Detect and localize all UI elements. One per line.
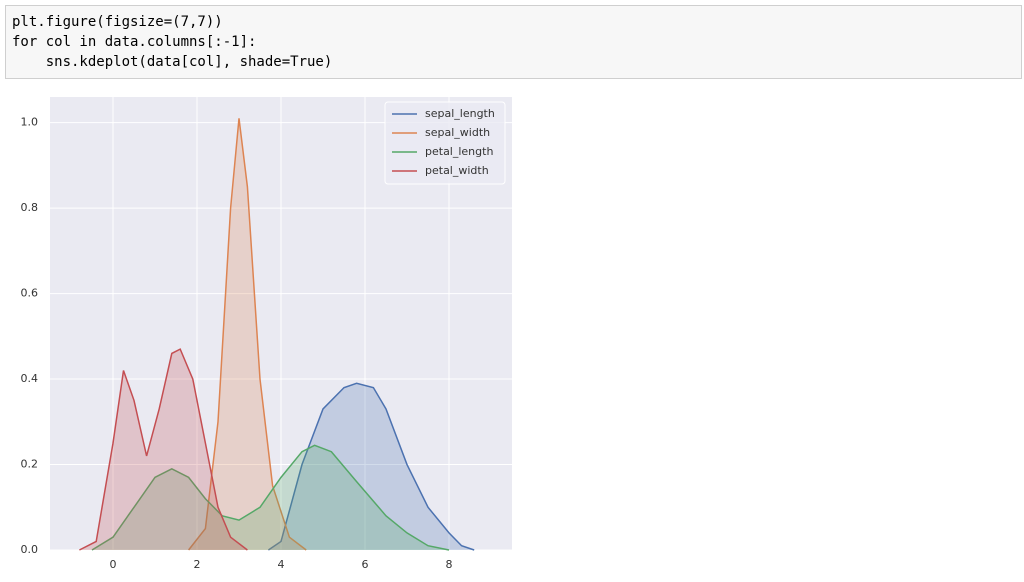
code-cell[interactable]: plt.figure(figsize=(7,7)) for col in dat…	[5, 5, 1022, 79]
kde-line	[91, 444, 450, 551]
kde-line	[267, 382, 475, 551]
x-tick-label: 2	[194, 558, 201, 571]
kde-area	[79, 349, 248, 550]
legend-box	[384, 101, 506, 185]
legend-label: sepal_width	[425, 126, 490, 139]
legend-label: sepal_length	[425, 107, 495, 120]
y-tick-label: 0.2	[21, 458, 39, 471]
kde-area	[92, 445, 449, 550]
x-tick-label: 6	[362, 558, 369, 571]
code-line: for col in data.columns[:-1]:	[12, 34, 257, 50]
y-tick-label: 0.6	[21, 287, 39, 300]
kde-line	[79, 348, 248, 551]
x-tick-label: 4	[278, 558, 285, 571]
y-tick-label: 0.4	[21, 372, 39, 385]
y-tick-label: 0.8	[21, 201, 39, 214]
code-line: sns.kdeplot(data[col], shade=True)	[12, 54, 333, 70]
y-tick-label: 0.0	[21, 543, 39, 556]
kde-area	[268, 383, 475, 550]
legend-label: petal_length	[425, 145, 493, 158]
y-tick-label: 1.0	[21, 116, 39, 129]
x-tick-label: 8	[446, 558, 453, 571]
kde-area	[188, 118, 307, 551]
code-line: plt.figure(figsize=(7,7))	[12, 14, 223, 30]
legend-label: petal_width	[425, 164, 489, 177]
x-tick-label: 0	[110, 558, 117, 571]
